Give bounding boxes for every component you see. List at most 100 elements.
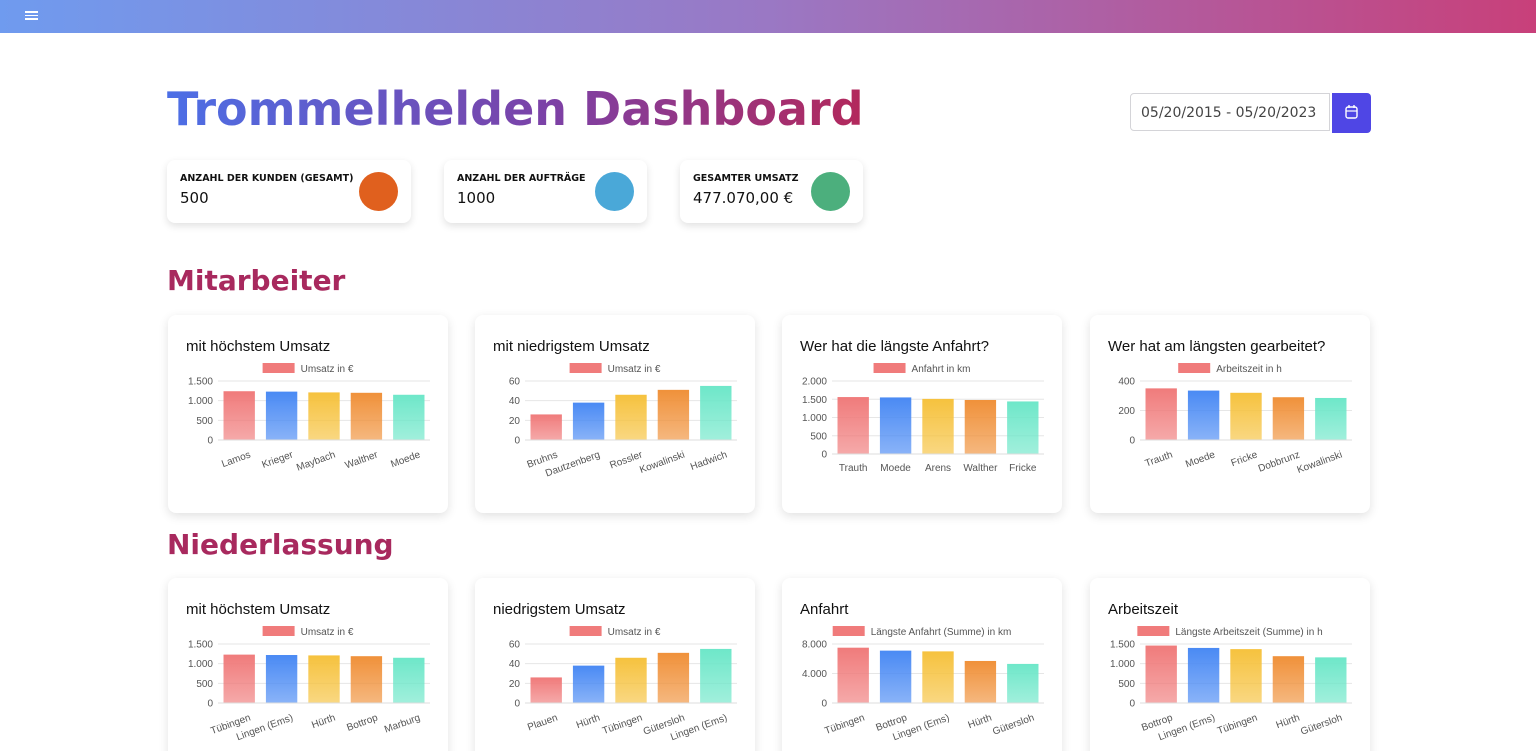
- x-tick-label: Fricke: [1009, 463, 1037, 474]
- chart-title: niedrigstem Umsatz: [493, 601, 626, 618]
- y-tick-label: 1.000: [188, 659, 213, 670]
- chart: Arbeitszeit Längste Arbeitszeit (Summe) i…: [1108, 601, 1352, 743]
- legend-label: Umsatz in €: [301, 627, 354, 638]
- x-tick-label: Trauth: [839, 463, 868, 474]
- kpi-icon: [359, 172, 398, 211]
- kpi-label: GESAMTER UMSATZ: [693, 173, 799, 184]
- y-tick-label: 2.000: [802, 377, 827, 388]
- x-tick-label: Lamos: [220, 449, 252, 470]
- bar: [922, 651, 954, 703]
- x-tick-label: Hürth: [1275, 712, 1302, 731]
- y-tick-label: 0: [1129, 699, 1135, 710]
- bar: [393, 394, 425, 440]
- x-tick-label: Hadwich: [689, 449, 729, 472]
- y-tick-label: 0: [514, 699, 520, 710]
- bar: [964, 660, 997, 703]
- x-tick-label: Walther: [344, 449, 380, 471]
- bar: [308, 392, 340, 440]
- bar: [1145, 388, 1177, 440]
- bar: [530, 677, 562, 703]
- x-tick-label: Tübingen: [1216, 712, 1259, 737]
- legend-label: Anfahrt in km: [912, 364, 971, 375]
- chart: Wer hat am längsten gearbeitet? Arbeitsze…: [1108, 338, 1352, 476]
- y-tick-label: 0: [514, 436, 520, 447]
- bar: [837, 397, 869, 454]
- section-heading: Niederlassung: [167, 528, 394, 561]
- legend-swatch: [262, 626, 295, 636]
- x-tick-label: Marburg: [383, 712, 422, 735]
- legend-swatch: [569, 363, 602, 373]
- menu-button[interactable]: [25, 11, 38, 21]
- y-tick-label: 1.500: [188, 640, 213, 651]
- x-tick-label: Moede: [880, 463, 911, 474]
- bar: [1272, 397, 1305, 440]
- bar: [350, 656, 383, 703]
- x-tick-label: Hürth: [575, 712, 602, 731]
- y-tick-label: 0: [1129, 436, 1135, 447]
- legend-swatch: [832, 626, 865, 636]
- bar: [1272, 656, 1305, 703]
- y-tick-label: 500: [1118, 679, 1135, 690]
- y-tick-label: 200: [1118, 406, 1135, 417]
- legend-label: Längste Arbeitszeit (Summe) in h: [1175, 627, 1322, 638]
- chart: mit höchstem Umsatz Umsatz in € 0 500 1.000 1…: [186, 338, 430, 474]
- chart: Wer hat die längste Anfahrt? Anfahrt in k…: [800, 338, 1044, 474]
- bar: [879, 650, 912, 703]
- bar: [572, 665, 605, 703]
- legend-swatch: [569, 626, 602, 636]
- bar: [1315, 397, 1347, 440]
- bar: [223, 654, 255, 703]
- bar: [879, 397, 912, 454]
- kpi-value: 1000: [457, 189, 496, 207]
- chart-title: Wer hat am längsten gearbeitet?: [1108, 338, 1325, 355]
- kpi-icon: [595, 172, 634, 211]
- chart-title: Anfahrt: [800, 601, 849, 618]
- y-tick-label: 400: [1118, 377, 1135, 388]
- bar: [922, 398, 954, 454]
- section-heading: Mitarbeiter: [167, 264, 346, 297]
- kpi-value: 500: [180, 189, 209, 207]
- chart-title: mit niedrigstem Umsatz: [493, 338, 650, 355]
- y-tick-label: 8.000: [802, 640, 827, 651]
- y-tick-label: 1.000: [802, 413, 827, 424]
- y-tick-label: 40: [509, 659, 521, 670]
- x-tick-label: Tübingen: [601, 712, 644, 737]
- x-tick-label: Hürth: [967, 712, 994, 731]
- chart-card: mit höchstem Umsatz Umsatz in € 0 500 1.000 1…: [168, 578, 448, 751]
- chart-title: Wer hat die längste Anfahrt?: [800, 338, 989, 355]
- y-tick-label: 1.500: [188, 377, 213, 388]
- x-tick-label: Moede: [1184, 449, 1217, 470]
- y-tick-label: 4.000: [802, 669, 827, 680]
- y-tick-label: 20: [509, 679, 521, 690]
- legend-swatch: [262, 363, 295, 373]
- x-tick-label: Gütersloh: [1299, 712, 1344, 737]
- calendar-button[interactable]: [1332, 93, 1371, 133]
- bar: [265, 391, 298, 440]
- chart: Anfahrt Längste Anfahrt (Summe) in km 0 4.0…: [800, 601, 1044, 743]
- x-tick-label: Kowalinski: [638, 449, 686, 475]
- chart-card: niedrigstem Umsatz Umsatz in € 0 20 40 60 Plau…: [475, 578, 755, 751]
- chart-title: mit höchstem Umsatz: [186, 338, 330, 355]
- chart-card: Wer hat die längste Anfahrt? Anfahrt in k…: [782, 315, 1062, 513]
- kpi-label: ANZAHL DER KUNDEN (GESAMT): [180, 173, 354, 184]
- x-tick-label: Plauen: [526, 712, 559, 733]
- legend-label: Umsatz in €: [608, 627, 661, 638]
- y-tick-label: 0: [207, 699, 213, 710]
- y-tick-label: 1.500: [802, 395, 827, 406]
- date-range-input[interactable]: 05/20/2015 - 05/20/2023: [1130, 93, 1330, 131]
- legend-label: Umsatz in €: [608, 364, 661, 375]
- legend-label: Längste Anfahrt (Summe) in km: [871, 627, 1012, 638]
- x-tick-label: Moede: [389, 449, 422, 470]
- chart-card: Anfahrt Längste Anfahrt (Summe) in km 0 4.0…: [782, 578, 1062, 751]
- y-tick-label: 60: [509, 640, 521, 651]
- y-tick-label: 1.500: [1110, 640, 1135, 651]
- bar: [700, 385, 732, 440]
- y-tick-label: 20: [509, 416, 521, 427]
- top-bar: [0, 0, 1536, 33]
- x-tick-label: Bottrop: [345, 712, 379, 734]
- y-tick-label: 500: [196, 679, 213, 690]
- chart-card: Wer hat am längsten gearbeitet? Arbeitsze…: [1090, 315, 1370, 513]
- y-tick-label: 0: [821, 699, 827, 710]
- y-tick-label: 500: [196, 416, 213, 427]
